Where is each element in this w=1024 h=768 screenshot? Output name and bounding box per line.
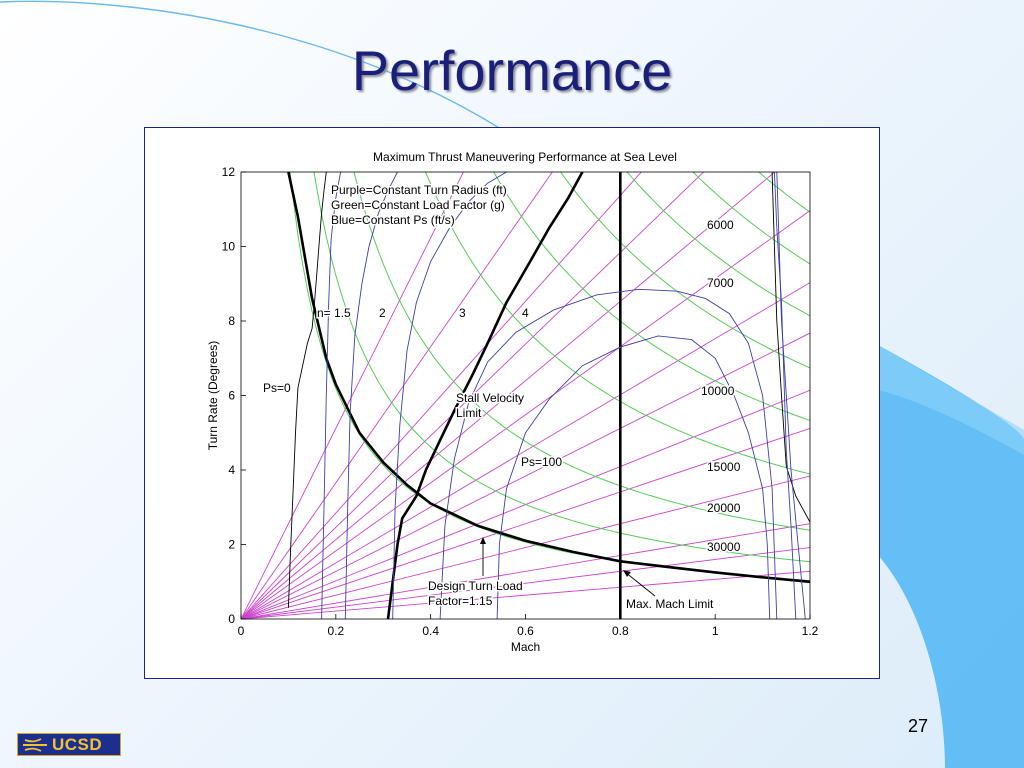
design-label: Design Turn Load — [428, 579, 523, 593]
load-factor-label: 4 — [522, 306, 529, 320]
chart-frame: Maximum Thrust Maneuvering Performance a… — [144, 127, 880, 679]
mach-arrowhead — [623, 570, 631, 577]
load-factor-curve — [493, 172, 810, 421]
turn-radius-line — [241, 570, 810, 619]
x-tick-label: 0 — [238, 624, 245, 638]
x-tick-label: 0.2 — [327, 624, 344, 638]
load-factor-curve — [626, 172, 810, 317]
triton-icon — [23, 738, 47, 752]
turn-radius-line — [241, 172, 553, 619]
x-tick-label: 0.4 — [422, 624, 439, 638]
y-tick-label: 12 — [222, 165, 236, 179]
turn-radius-label: 10000 — [701, 384, 735, 398]
turn-radius-line — [241, 172, 464, 619]
turn-radius-label: 20000 — [707, 501, 741, 515]
x-tick-label: 0.8 — [612, 624, 629, 638]
x-axis-label: Mach — [511, 640, 540, 654]
series-line — [344, 172, 398, 619]
logo-text: UCSD — [52, 735, 103, 754]
turn-radius-label: 6000 — [707, 218, 734, 232]
turn-radius-line — [241, 172, 642, 619]
slide-title: Performance — [351, 39, 673, 102]
y-tick-label: 2 — [228, 538, 235, 552]
mach-arrow — [624, 571, 656, 597]
series-line — [287, 172, 810, 584]
design-arrowhead — [480, 537, 486, 544]
load-factor-curve — [692, 172, 810, 265]
x-tick-label: 0.6 — [517, 624, 534, 638]
decor-blue-wedge — [878, 345, 1024, 768]
series-line — [773, 172, 797, 619]
turn-radius-line — [241, 172, 776, 619]
load-factor-label: 3 — [459, 306, 466, 320]
legend-line: Blue=Constant Ps (ft/s) — [331, 213, 455, 227]
legend-line: Green=Constant Load Factor (g) — [331, 198, 505, 212]
ps100-label: Ps=100 — [521, 455, 562, 469]
load-factor-curve — [424, 172, 810, 475]
load-factor-curve — [560, 172, 810, 369]
load-factor-label: 2 — [379, 306, 386, 320]
turn-radius-line — [241, 427, 810, 619]
maneuver-chart: Maximum Thrust Maneuvering Performance a… — [206, 150, 819, 654]
series-line — [321, 172, 342, 619]
turn-radius-line — [241, 547, 810, 619]
series-line — [776, 172, 806, 619]
load-factor-label: n= 1.5 — [317, 306, 351, 320]
y-tick-label: 0 — [228, 612, 235, 626]
turn-radius-line — [241, 210, 810, 619]
turn-radius-label: 15000 — [707, 460, 741, 474]
series-line — [287, 172, 327, 608]
decor-blue-wedge-light — [878, 345, 1024, 455]
series-line — [386, 172, 584, 619]
legend-line: Purple=Constant Turn Radius (ft) — [331, 183, 507, 197]
turn-radius-line — [241, 523, 810, 619]
decor-arc-line — [0, 0, 561, 171]
y-tick-label: 4 — [228, 463, 235, 477]
x-tick-label: 1 — [712, 624, 719, 638]
series-line — [392, 172, 507, 619]
series-line — [771, 172, 810, 523]
mach-limit-label: Max. Mach Limit — [626, 597, 714, 611]
series-line — [496, 335, 771, 619]
stall-label: Limit — [456, 406, 482, 420]
stall-label: Stall Velocity — [456, 391, 524, 405]
load-factor-curve — [313, 172, 810, 563]
series-line — [439, 288, 778, 619]
y-tick-label: 6 — [228, 389, 235, 403]
chart-title: Maximum Thrust Maneuvering Performance a… — [373, 150, 677, 164]
x-tick-label: 1.2 — [802, 624, 819, 638]
design-label: Factor=1.15 — [428, 594, 493, 608]
load-factor-curve — [353, 172, 810, 531]
turn-radius-label: 7000 — [707, 276, 734, 290]
turn-radius-label: 30000 — [707, 540, 741, 554]
y-axis-label: Turn Rate (Degrees) — [206, 341, 220, 451]
ps0-label: Ps=0 — [263, 381, 291, 395]
turn-radius-line — [241, 172, 705, 619]
ucsd-logo: UCSD — [17, 733, 121, 756]
y-tick-label: 8 — [228, 314, 235, 328]
turn-radius-line — [241, 282, 810, 619]
y-tick-label: 10 — [222, 240, 236, 254]
turn-radius-line — [241, 475, 810, 619]
page-number: 27 — [908, 716, 929, 736]
